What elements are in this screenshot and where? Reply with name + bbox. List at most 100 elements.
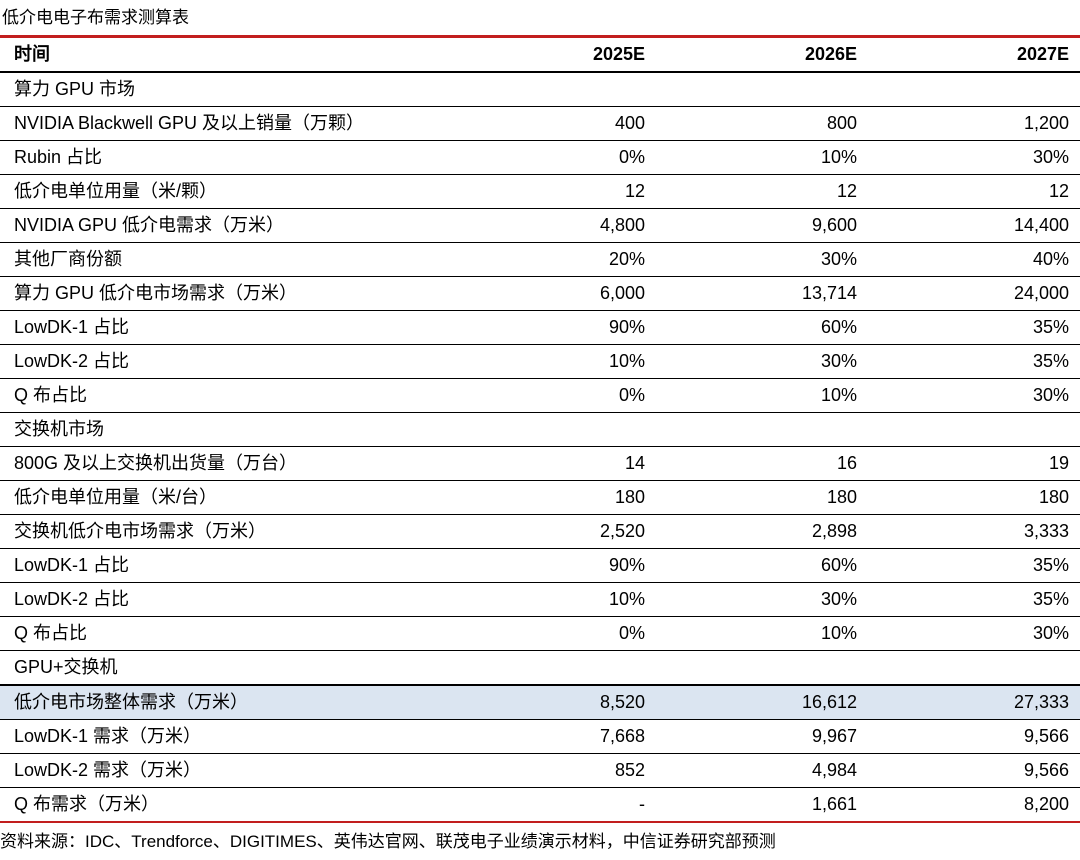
row-label: LowDK-2 占比 [14, 351, 130, 371]
row-label: LowDK-1 需求（万米） [14, 726, 202, 746]
table-row: 低介电单位用量（米/颗） 12 12 12 [0, 175, 1080, 209]
row-label: Q 布需求（万米） [14, 794, 160, 814]
value-cell: 13,714 [801, 283, 857, 303]
value-cell: 1,661 [811, 794, 857, 814]
table-row: 其他厂商份额 20% 30% 40% [0, 243, 1080, 277]
value-cell: 852 [614, 760, 645, 780]
table-row: LowDK-1 需求（万米） 7,668 9,967 9,566 [0, 720, 1080, 754]
data-source-note: 资料来源：IDC、Trendforce、DIGITIMES、英伟达官网、联茂电子… [0, 832, 776, 851]
value-cell [444, 651, 656, 686]
row-label: LowDK-2 需求（万米） [14, 760, 202, 780]
value-cell: 35% [1032, 351, 1069, 371]
value-cell: 1,200 [1023, 113, 1069, 133]
table-row: 800G 及以上交换机出货量（万台） 14 16 19 [0, 447, 1080, 481]
value-cell: 35% [1032, 317, 1069, 337]
value-cell [868, 413, 1080, 447]
section-label: GPU+交换机 [14, 657, 118, 677]
value-cell: 8,200 [1023, 794, 1069, 814]
value-cell: 60% [820, 317, 857, 337]
value-cell: 60% [820, 555, 857, 575]
section-label: 交换机市场 [14, 419, 104, 439]
row-label: LowDK-1 占比 [14, 317, 130, 337]
value-cell: 10% [820, 623, 857, 643]
value-cell [656, 651, 868, 686]
value-cell: 0% [618, 385, 645, 405]
total-highlight-row: 低介电市场整体需求（万米） 8,520 16,612 27,333 [0, 685, 1080, 720]
value-cell: 2,898 [811, 521, 857, 541]
table-row: Q 布占比 0% 10% 30% [0, 379, 1080, 413]
value-cell [868, 72, 1080, 107]
value-cell: 10% [820, 147, 857, 167]
value-cell: 19 [1048, 453, 1069, 473]
table-row: Q 布需求（万米） - 1,661 8,200 [0, 788, 1080, 823]
value-cell: 6,000 [599, 283, 645, 303]
table-row: 低介电单位用量（米/台） 180 180 180 [0, 481, 1080, 515]
row-label: 低介电市场整体需求（万米） [14, 692, 248, 712]
table-header: 时间 2025E 2026E 2027E [0, 37, 1080, 72]
header-cell-2027e: 2027E [1016, 44, 1069, 64]
value-cell: - [639, 794, 645, 814]
value-cell: 8,520 [599, 692, 645, 712]
value-cell [868, 651, 1080, 686]
row-label: LowDK-2 占比 [14, 589, 130, 609]
header-row: 时间 2025E 2026E 2027E [0, 37, 1080, 72]
table-row: 交换机低介电市场需求（万米） 2,520 2,898 3,333 [0, 515, 1080, 549]
value-cell: 24,000 [1013, 283, 1069, 303]
row-label: 交换机低介电市场需求（万米） [14, 521, 266, 541]
value-cell: 16 [836, 453, 857, 473]
value-cell: 2,520 [599, 521, 645, 541]
value-cell: 14 [624, 453, 645, 473]
section-header-row: 算力 GPU 市场 [0, 72, 1080, 107]
value-cell: 90% [608, 555, 645, 575]
value-cell: 40% [1032, 249, 1069, 269]
value-cell: 7,668 [599, 726, 645, 746]
table-row: NVIDIA Blackwell GPU 及以上销量（万颗） 400 800 1,20… [0, 107, 1080, 141]
row-label: LowDK-1 占比 [14, 555, 130, 575]
row-label: Rubin 占比 [14, 147, 103, 167]
header-cell-2025e: 2025E [592, 44, 645, 64]
value-cell [656, 72, 868, 107]
value-cell [444, 72, 656, 107]
value-cell: 9,967 [811, 726, 857, 746]
value-cell: 14,400 [1013, 215, 1069, 235]
value-cell: 12 [836, 181, 857, 201]
row-label: 800G 及以上交换机出货量（万台） [14, 453, 298, 473]
table-body: 算力 GPU 市场 NVIDIA Blackwell GPU 及以上销量（万颗） 4… [0, 72, 1080, 822]
table-row: 算力 GPU 低介电市场需求（万米） 6,000 13,714 24,000 [0, 277, 1080, 311]
value-cell: 16,612 [801, 692, 857, 712]
row-label: 算力 GPU 低介电市场需求（万米） [14, 283, 298, 303]
table-row: LowDK-2 占比 10% 30% 35% [0, 583, 1080, 617]
value-cell: 30% [820, 589, 857, 609]
value-cell: 9,566 [1023, 760, 1069, 780]
value-cell: 180 [614, 487, 645, 507]
value-cell: 10% [608, 351, 645, 371]
row-label: NVIDIA GPU 低介电需求（万米） [14, 215, 285, 235]
value-cell: 180 [1038, 487, 1069, 507]
section-header-row: GPU+交换机 [0, 651, 1080, 686]
header-cell-time: 时间 [14, 44, 50, 64]
value-cell: 0% [618, 623, 645, 643]
row-label: Q 布占比 [14, 623, 88, 643]
value-cell: 4,984 [811, 760, 857, 780]
value-cell: 30% [1032, 147, 1069, 167]
value-cell: 9,566 [1023, 726, 1069, 746]
value-cell: 30% [820, 351, 857, 371]
section-header-row: 交换机市场 [0, 413, 1080, 447]
value-cell: 35% [1032, 589, 1069, 609]
value-cell: 30% [1032, 623, 1069, 643]
row-label: NVIDIA Blackwell GPU 及以上销量（万颗） [14, 113, 365, 133]
value-cell: 4,800 [599, 215, 645, 235]
value-cell: 180 [826, 487, 857, 507]
value-cell: 27,333 [1013, 692, 1069, 712]
value-cell: 12 [1048, 181, 1069, 201]
value-cell: 3,333 [1023, 521, 1069, 541]
table-row: LowDK-1 占比 90% 60% 35% [0, 311, 1080, 345]
value-cell [444, 413, 656, 447]
header-cell-2026e: 2026E [804, 44, 857, 64]
value-cell: 10% [820, 385, 857, 405]
table-row: Q 布占比 0% 10% 30% [0, 617, 1080, 651]
row-label: 低介电单位用量（米/台） [14, 487, 217, 507]
section-label: 算力 GPU 市场 [14, 79, 136, 99]
value-cell: 0% [618, 147, 645, 167]
value-cell: 400 [614, 113, 645, 133]
